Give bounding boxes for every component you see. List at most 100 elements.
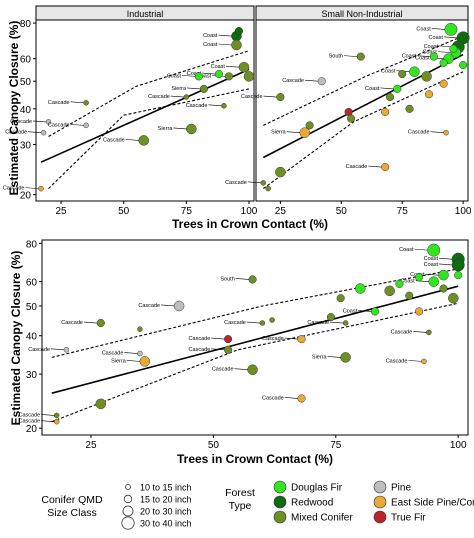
data-point: [248, 275, 257, 284]
label-leader: [161, 304, 175, 307]
point-label: Coast: [203, 42, 218, 48]
legend-type-label: Douglas Fir: [291, 483, 343, 494]
plot-area: [41, 239, 469, 436]
point-label: Sierra: [312, 354, 328, 360]
point-label: Cascade: [18, 412, 40, 418]
label-leader: [343, 55, 358, 57]
point-label: Coast: [400, 279, 415, 285]
label-leader: [27, 131, 42, 133]
point-label: Cascade: [5, 130, 27, 136]
data-point: [53, 412, 60, 419]
label-leader: [284, 397, 298, 399]
data-point: [426, 329, 432, 336]
point-label: Coast: [415, 56, 430, 62]
point-label: Cascade: [282, 78, 304, 84]
point-label: Coast: [167, 73, 182, 79]
confidence-upper: [51, 268, 459, 358]
point-label: Coast: [424, 44, 439, 50]
data-point: [238, 61, 250, 73]
label-leader: [408, 360, 422, 362]
legend-size-title-line2: Size Class: [47, 507, 97, 519]
label-leader: [431, 28, 445, 30]
panel-title: Industrial: [127, 9, 164, 19]
x-tick-label: 100: [450, 440, 467, 451]
point-label: Cascade: [3, 186, 25, 192]
x-tick-label: 75: [397, 206, 409, 217]
legend-type-swatch: [273, 510, 287, 524]
label-leader: [327, 356, 341, 358]
data-point: [439, 58, 448, 67]
data-point: [63, 347, 70, 353]
data-point: [424, 90, 434, 99]
legend-type-label: True Fir: [391, 513, 426, 524]
x-tick-label: 25: [85, 440, 97, 451]
label-leader: [414, 248, 428, 251]
legend-size-swatch: [125, 484, 131, 490]
label-leader: [225, 65, 240, 68]
data-point: [259, 320, 266, 326]
data-point: [439, 284, 448, 293]
data-point: [186, 123, 197, 135]
y-axis-title-bottom: Estimated Canopy Closure (%): [9, 251, 23, 426]
point-label: Cascade: [189, 347, 211, 353]
label-leader: [438, 257, 453, 260]
point-label: Cascade: [103, 137, 125, 143]
label-leader: [247, 181, 261, 184]
data-point: [95, 398, 107, 410]
x-axis-title-top: Trees in Crown Contact (%): [172, 217, 328, 231]
point-label: Cascade: [186, 103, 208, 109]
point-label: Sierra: [271, 130, 287, 136]
point-label: Cascade: [262, 336, 284, 342]
label-leader: [330, 321, 344, 324]
data-point: [269, 317, 275, 323]
data-point: [243, 71, 255, 82]
point-label: Sierra: [158, 126, 174, 132]
label-leader: [211, 348, 225, 351]
panel-small-non-industrial: Small Non-Industrial 25 50 75 100CoastCoast…: [225, 5, 472, 217]
point-label: Cascade: [241, 94, 263, 100]
point-label: Coast: [402, 54, 417, 60]
x-axis-title-bottom: Trees in Crown Contact (%): [177, 452, 333, 466]
fit-line: [40, 68, 250, 163]
data-point: [224, 335, 233, 344]
label-leader: [430, 131, 444, 133]
data-point: [260, 180, 267, 186]
legend-type-label: Mixed Conifer: [291, 513, 353, 524]
confidence-lower: [48, 88, 250, 189]
data-point: [444, 22, 458, 36]
data-point: [137, 326, 143, 332]
point-label: Cascade: [48, 100, 70, 106]
point-label: Coast: [365, 86, 380, 92]
point-label: Cascade: [386, 358, 408, 364]
y-tick-label: 30: [26, 370, 38, 381]
label-leader: [438, 263, 453, 266]
data-point: [342, 320, 349, 326]
point-label: Sierra: [111, 358, 127, 364]
legend-size-swatch: [121, 516, 135, 530]
y-tick-label: 20: [20, 191, 32, 202]
data-point: [297, 335, 306, 344]
confidence-upper: [263, 35, 464, 126]
data-point: [405, 291, 414, 300]
legend-type-label: Redwood: [291, 498, 333, 509]
label-leader: [443, 36, 457, 39]
data-point: [427, 243, 441, 257]
fit-line: [262, 53, 464, 159]
x-tick-label: 50: [208, 440, 220, 451]
data-point: [231, 39, 242, 51]
point-label: Cascade: [307, 320, 329, 326]
data-point: [234, 26, 244, 36]
point-label: Coast: [422, 50, 437, 56]
x-tick-label: 75: [181, 206, 193, 217]
confidence-upper: [48, 50, 250, 137]
label-leader: [425, 273, 439, 276]
plot-area: [255, 19, 469, 202]
point-label: Cascade: [18, 419, 40, 425]
x-tick-label: 75: [330, 440, 342, 451]
y-tick-label: 80: [20, 19, 32, 30]
point-label: Coast: [211, 64, 226, 70]
confidence-lower: [51, 302, 459, 423]
data-point: [221, 103, 227, 109]
label-leader: [170, 95, 184, 98]
